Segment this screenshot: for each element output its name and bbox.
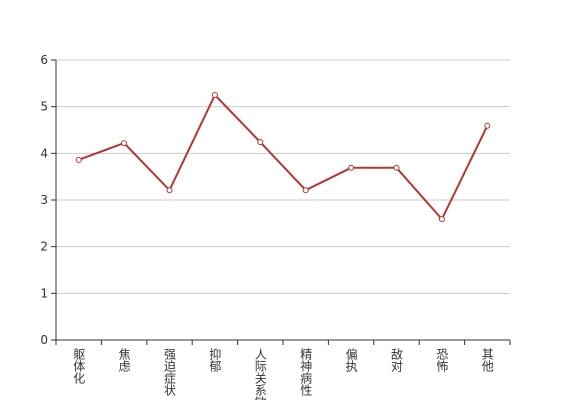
point	[302, 187, 309, 194]
y-tick-label: 5	[40, 100, 48, 114]
point	[166, 187, 173, 194]
x-tick-label: 人际关系敏感	[253, 348, 267, 400]
x-tick-label: 抑郁	[208, 347, 222, 373]
x-tick-label: 偏执	[344, 347, 358, 373]
point	[438, 216, 445, 223]
x-tick-label: 焦虑	[117, 348, 131, 372]
point	[75, 156, 82, 163]
point	[484, 122, 491, 129]
y-tick-label: 3	[40, 193, 48, 207]
y-tick-label: 6	[40, 53, 48, 67]
point	[211, 92, 218, 98]
y-tick-label: 4	[40, 146, 48, 160]
x-tick-label: 恐怖	[435, 348, 449, 372]
y-tick-label: 0	[40, 333, 48, 347]
point	[393, 164, 400, 171]
point	[257, 139, 264, 146]
y-tick-label: 1	[40, 286, 48, 300]
x-tick-label: 强迫症状	[163, 348, 177, 396]
line	[78, 93, 489, 221]
x-tick-label: 敌对	[390, 347, 404, 372]
x-tick-label: 其他	[480, 348, 494, 372]
x-tick-label: 精神病性	[299, 348, 313, 397]
x-tick-label: 躯体化	[72, 347, 86, 385]
point	[348, 164, 355, 171]
y-tick-label: 2	[40, 240, 48, 254]
point	[121, 140, 128, 147]
